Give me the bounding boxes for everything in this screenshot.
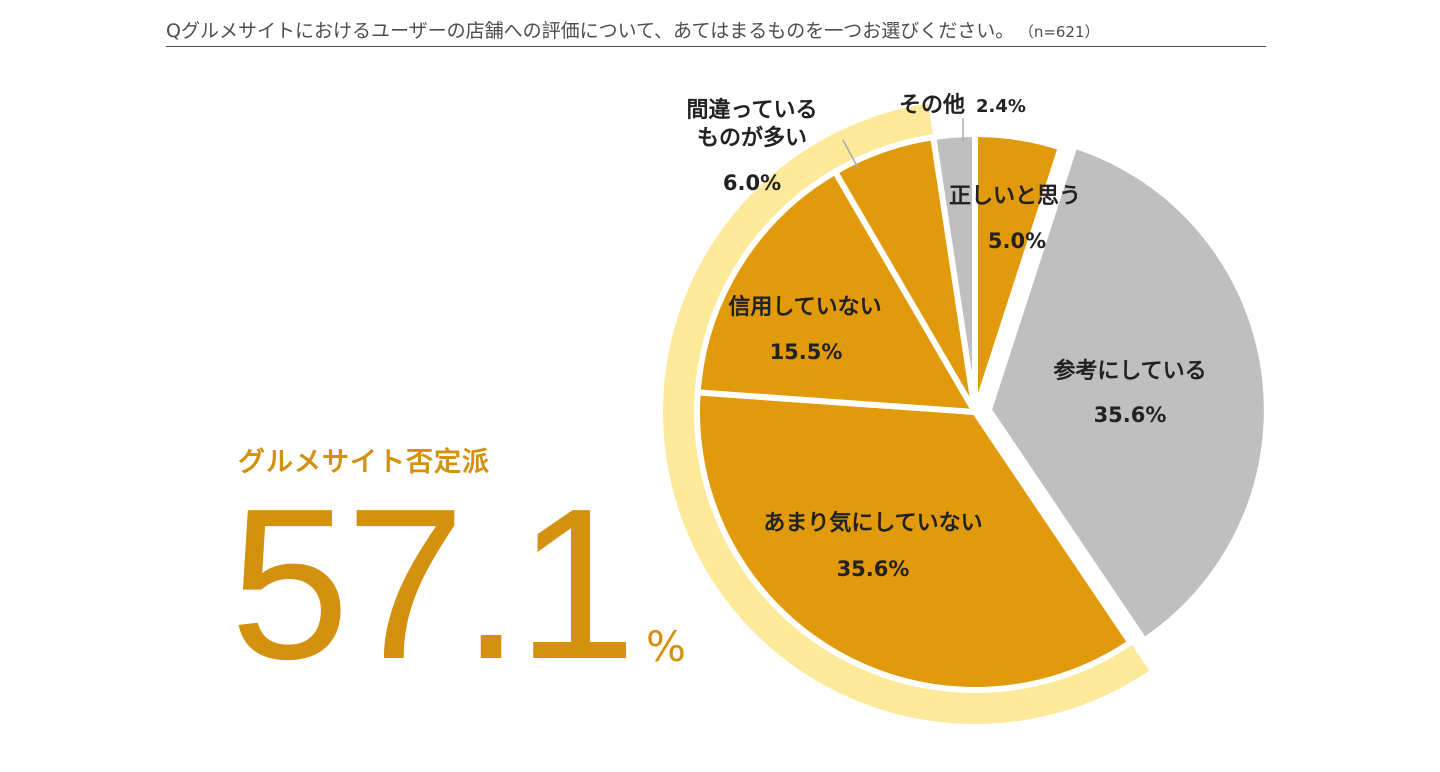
slice-label-distrust: 信用していない [728, 294, 881, 320]
slice-labels: 正しいと思う 5.0% 参考にしている 35.6% あまり気にしていない 35.6% 信用し… [687, 93, 1207, 581]
highlight-unit: % [646, 622, 686, 671]
pie-slice-other [930, 131, 978, 415]
slice-value-distrust: 15.5% [770, 340, 843, 364]
pie-slice-dont-care [694, 389, 1134, 693]
slice-value-many-wrong: 6.0% [723, 171, 781, 195]
pie-slice-reference [985, 142, 1270, 644]
slice-label-dont-care: あまり気にしていない [763, 510, 982, 536]
slice-value-reference: 35.6% [1094, 403, 1167, 427]
highlight-label: グルメサイト否定派 [238, 447, 490, 478]
highlight-value: 57.1 [230, 463, 636, 704]
pie-slices [694, 131, 1270, 693]
slice-label-correct: 正しいと思う [949, 184, 1081, 209]
question-text: Qグルメサイトにおけるユーザーの店舗への評価について、あてはまるものを一つお選び… [166, 20, 1015, 42]
sample-size: （n=621） [1026, 23, 1100, 41]
slice-label-reference: 参考にしている [1053, 358, 1206, 384]
leader-line-many-wrong [842, 139, 859, 169]
page-title: Qグルメサイトにおけるユーザーの店舗への評価について、あてはまるものを一つお選び… [166, 17, 1266, 47]
slice-value-other: 2.4% [976, 96, 1026, 117]
slice-label-many-wrong-line1: 間違っている [687, 97, 818, 123]
slice-label-many-wrong-line2: ものが多い [697, 125, 807, 151]
slice-value-dont-care: 35.6% [837, 557, 910, 581]
slice-label-other: その他 [899, 93, 965, 118]
slice-value-correct: 5.0% [988, 229, 1046, 253]
leader-lines [842, 118, 964, 169]
pie-slice-distrust [694, 168, 978, 415]
